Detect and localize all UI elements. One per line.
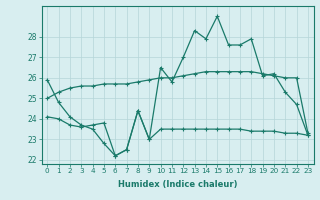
X-axis label: Humidex (Indice chaleur): Humidex (Indice chaleur) [118,180,237,189]
